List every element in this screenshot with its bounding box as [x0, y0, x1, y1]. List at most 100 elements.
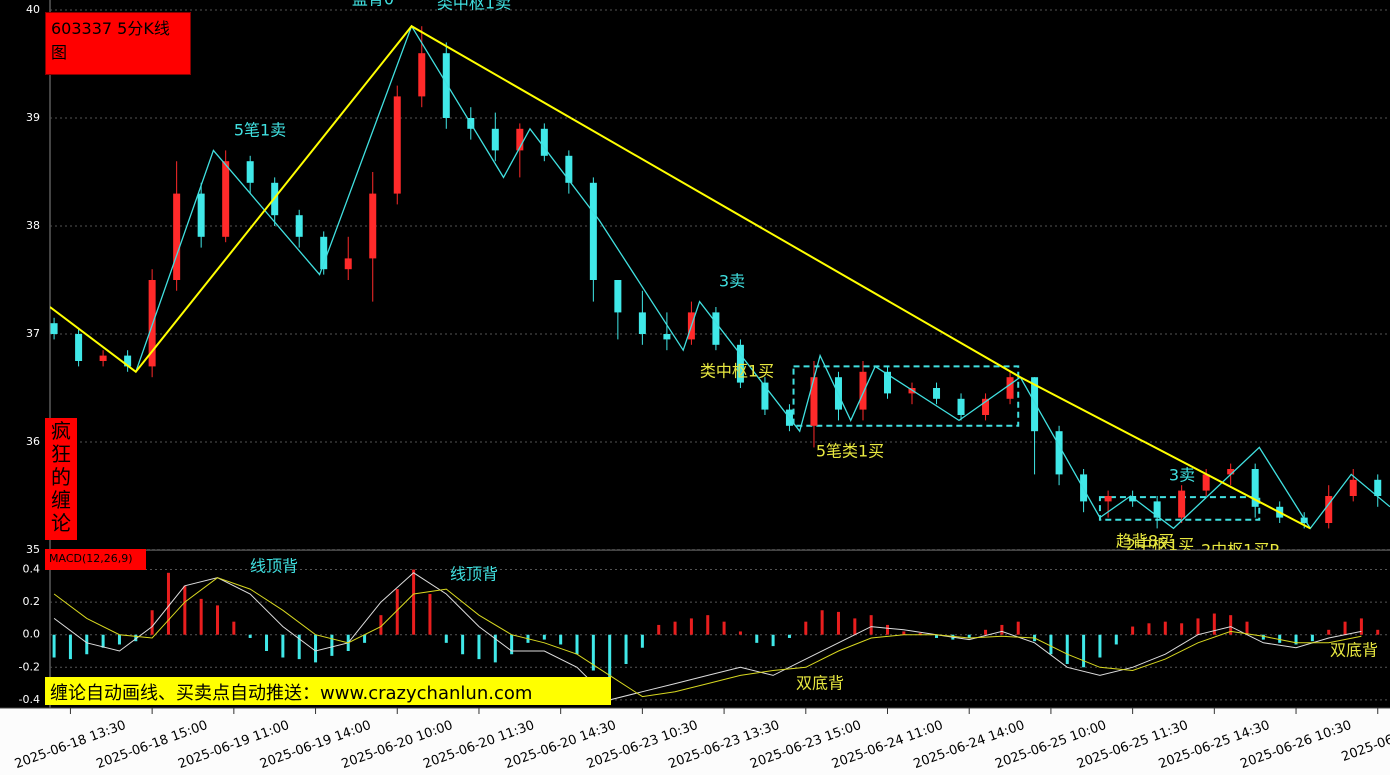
y-tick-label: 36	[26, 435, 40, 448]
macd-bar	[1261, 634, 1265, 640]
macd-line	[53, 572, 1362, 701]
macd-bar	[363, 634, 367, 643]
annotation: 线顶背	[450, 565, 498, 584]
y-tick-label: 39	[26, 111, 40, 124]
annotation: 线顶背	[250, 557, 298, 576]
macd-bar	[1065, 634, 1069, 665]
macd-bar	[575, 634, 579, 655]
macd-bar	[542, 634, 546, 640]
candle-body	[442, 53, 450, 119]
annotation: 2中枢1买P	[1201, 541, 1279, 560]
annotation: 2中枢1买	[1126, 536, 1194, 555]
macd-bar	[706, 615, 710, 635]
candle-body	[1202, 474, 1210, 491]
macd-bar	[1049, 634, 1053, 655]
candle-body	[516, 128, 524, 151]
candle-body	[75, 334, 83, 361]
annotation: 趋背8买	[1116, 532, 1174, 551]
candle-body	[369, 193, 377, 259]
macd-bar	[395, 589, 399, 635]
macd-bar	[902, 631, 906, 635]
annotation: 5笔类1买	[816, 442, 884, 461]
candle-body	[222, 161, 230, 237]
macd-bar	[117, 634, 121, 645]
macd-bar	[722, 621, 726, 635]
macd-bar	[477, 634, 481, 660]
candle-body	[736, 344, 744, 383]
candle-body	[1031, 377, 1039, 432]
macd-bar	[1229, 615, 1233, 635]
y-tick-label: 40	[26, 3, 40, 16]
candle-body	[933, 388, 941, 399]
macd-bar	[1294, 634, 1298, 645]
macd-bar	[935, 634, 939, 638]
macd-bar	[1114, 634, 1118, 645]
candle-body	[1227, 469, 1235, 475]
macd-bar	[444, 634, 448, 643]
candle-body	[614, 280, 622, 313]
candle-body	[982, 398, 990, 415]
candle-body	[1178, 490, 1186, 518]
macd-bar	[428, 593, 432, 635]
candle-body	[50, 323, 58, 334]
annotation: 5笔1卖	[234, 121, 286, 140]
macd-bar	[1245, 621, 1249, 635]
candle-body	[173, 193, 181, 280]
macd-bar	[1180, 623, 1184, 635]
macd-bar	[608, 634, 612, 678]
candle-body	[1055, 431, 1063, 475]
pivot-zone	[792, 365, 1020, 427]
macd-bar	[886, 624, 889, 635]
y-tick-label: 37	[26, 327, 40, 340]
candle-body	[1374, 479, 1382, 496]
macd-bar	[265, 634, 269, 651]
macd-line	[53, 577, 1362, 698]
annotation: 3卖	[1169, 466, 1195, 485]
candle-body	[99, 355, 107, 361]
candle-body	[393, 96, 401, 194]
pivot-zone	[1098, 496, 1261, 521]
macd-bar	[657, 624, 661, 635]
annotation: 类中枢1卖	[437, 0, 511, 13]
macd-bar	[640, 634, 644, 648]
macd-bar	[787, 634, 791, 638]
macd-bar	[461, 634, 465, 655]
macd-bar	[1359, 618, 1363, 635]
macd-bar	[216, 605, 219, 635]
price-panel: 盘背0类中枢1卖5笔1卖3卖类中枢1买5笔类1买3卖趋背8买2中枢1买2中枢1买…	[50, 0, 1390, 560]
candle-body	[246, 161, 254, 183]
macd-bar	[591, 634, 595, 671]
candle-body	[1251, 469, 1259, 507]
y-tick-label: 35	[26, 543, 40, 556]
macd-bar	[330, 634, 334, 656]
macd-bar	[314, 634, 318, 663]
macd-bar	[836, 611, 840, 635]
macd-bar	[1376, 629, 1380, 635]
macd-bar	[984, 629, 988, 635]
macd-bar	[493, 634, 497, 663]
annotation: 类中枢1买	[700, 362, 774, 381]
macd-bar	[1310, 634, 1314, 642]
macd-bar	[771, 634, 775, 647]
candle-body	[1325, 496, 1333, 523]
macd-bar	[1212, 613, 1216, 635]
macd-bar	[412, 569, 416, 635]
macd-bar	[967, 634, 971, 638]
segment-line	[50, 24, 1311, 530]
macd-bar	[52, 634, 56, 658]
macd-bar	[1131, 626, 1135, 635]
macd-bar	[68, 634, 72, 660]
macd-bar	[673, 621, 677, 635]
candle-body	[638, 312, 646, 334]
macd-bar	[101, 634, 105, 648]
macd-bar	[1098, 634, 1102, 658]
candle-body	[1006, 377, 1014, 399]
macd-bar	[820, 610, 824, 635]
macd-bar	[1343, 621, 1347, 635]
candle-body	[859, 371, 867, 410]
candle-body	[320, 236, 328, 270]
macd-bar	[1278, 634, 1282, 643]
annotation: 双底背	[796, 674, 844, 693]
macd-label: MACD(12,26,9)	[45, 549, 146, 570]
